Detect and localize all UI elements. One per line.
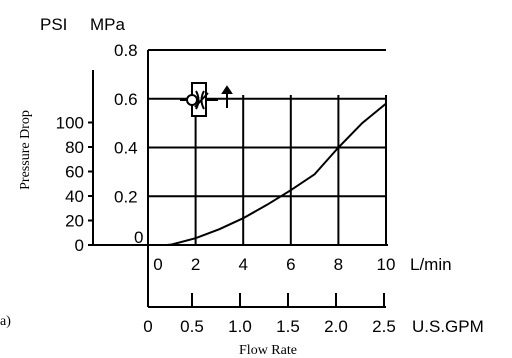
y-axis-title: Pressure Drop [18,110,33,190]
gpm-tick-label: 0.5 [180,317,204,336]
lpm-tick-label: 2 [191,255,200,274]
pressure-drop-curve [166,102,387,246]
lpm-tick-label: 0 [153,255,162,274]
psi-unit-label: PSI [40,15,67,34]
psi-tick-label: 60 [65,163,84,182]
gpm-ticks: 0 0.5 1.0 1.5 2.0 2.5 [143,293,396,336]
psi-tick-label: 0 [75,236,84,255]
psi-tick-label: 20 [65,212,84,231]
gpm-unit-label: U.S.GPM [412,317,484,336]
mpa-tick-label: 0.8 [114,41,138,60]
mpa-tick-label: 0 [134,228,143,247]
corner-label: a) [0,314,11,329]
lpm-unit-label: L/min [410,255,452,274]
psi-tick-label: 100 [56,114,84,133]
gpm-tick-label: 0 [143,317,152,336]
gpm-tick-label: 2.5 [372,317,396,336]
lpm-ticks: 0 2 4 6 8 10 [153,255,395,274]
mpa-ticks: 0 0.2 0.4 0.6 0.8 [114,41,143,247]
mpa-unit-label: MPa [90,15,126,34]
psi-tick-label: 40 [65,187,84,206]
psi-ticks: 0 20 40 60 80 100 [56,114,93,255]
x-axis-title: Flow Rate [239,343,297,358]
lpm-tick-label: 8 [334,255,343,274]
gpm-tick-label: 1.5 [276,317,300,336]
psi-tick-label: 80 [65,138,84,157]
mpa-tick-label: 0.2 [114,187,138,206]
lpm-tick-label: 6 [286,255,295,274]
flow-control-valve-icon [180,82,233,117]
mpa-tick-label: 0.4 [114,139,138,158]
lpm-tick-label: 4 [238,255,247,274]
lpm-tick-label: 10 [377,255,396,274]
gpm-tick-label: 1.0 [228,317,252,336]
gpm-tick-label: 2.0 [324,317,348,336]
mpa-tick-label: 0.6 [114,90,138,109]
